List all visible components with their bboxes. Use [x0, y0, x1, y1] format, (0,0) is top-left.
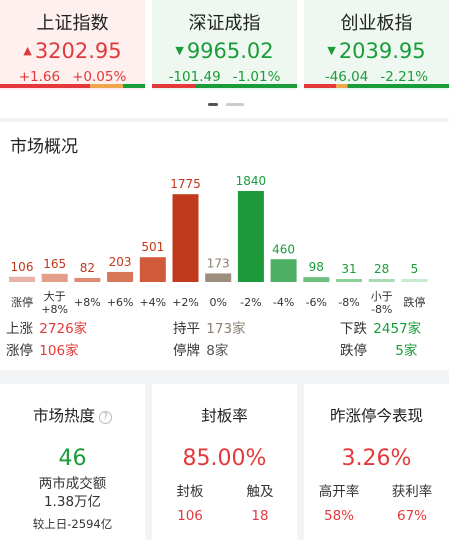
bar-value-label: 82	[80, 261, 95, 275]
index-change: -101.49 -1.01%	[168, 69, 281, 85]
category-label: +2%	[172, 296, 199, 309]
distribution-chart: 106 165 82 203 501 1775 173 1840 460 98 31 28 5	[9, 174, 428, 282]
index-color-bar	[152, 84, 297, 88]
bar-0	[9, 276, 35, 282]
high-open-stat: 高开率 58%	[318, 484, 360, 524]
bar-value-label: 1775	[170, 177, 201, 191]
card-title: 市场热度?	[0, 404, 145, 426]
category-label: 小于 -8%	[370, 290, 393, 316]
bar-value-label: 165	[43, 257, 66, 271]
bar-1	[41, 273, 68, 282]
category-label: -6%	[305, 296, 327, 309]
bar-5	[172, 194, 199, 282]
bar-value-label: 31	[341, 262, 356, 276]
page-indicator	[208, 103, 245, 122]
help-icon[interactable]: ?	[99, 411, 112, 424]
index-name: 上证指数	[36, 13, 109, 34]
category-label: -8%	[338, 296, 360, 309]
bar-value-label: 173	[207, 256, 230, 270]
category-label: +6%	[106, 296, 134, 309]
turnover-label: 两市成交额	[38, 476, 107, 492]
bar-7	[237, 191, 264, 282]
seal-rate-card[interactable]: 封板率 85.00% 封板 106 触及 18	[152, 384, 297, 540]
section-title: 市场概况	[10, 137, 78, 157]
turnover-value: 1.38万亿	[43, 494, 102, 510]
stat-limit-up: 涨停 106家	[6, 343, 79, 359]
bar-8	[270, 259, 297, 282]
page-dot-active	[208, 103, 218, 106]
yesterday-limit-up-card[interactable]: 昨涨停今表现 3.26% 高开率 58% 获利率 67%	[304, 384, 449, 540]
bar-11	[368, 279, 395, 282]
bar-2	[74, 277, 101, 282]
bar-value-label: 460	[272, 242, 295, 256]
index-value: ▼ 2039.95	[327, 39, 426, 63]
index-strip: 上证指数 ▲ 3202.95 +1.66 +0.05% 深证成指 ▼ 9965.02 …	[0, 0, 449, 118]
bar-value-label: 203	[109, 255, 132, 269]
bar-value-label: 106	[11, 260, 34, 274]
category-label: 0%	[209, 296, 227, 309]
bar-10	[336, 279, 362, 282]
category-label: 跌停	[403, 296, 426, 309]
bar-4	[139, 257, 166, 282]
turnover-compare: 较上日-2594亿	[32, 517, 113, 531]
stat-limit-down: 跌停 5家	[340, 343, 418, 359]
category-label: 涨停	[11, 296, 33, 309]
stat-flat: 持平 173家	[173, 321, 246, 337]
index-name: 创业板指	[340, 13, 413, 34]
page-dot	[226, 103, 245, 106]
card-title: 昨涨停今表现	[329, 407, 423, 425]
stat-suspended: 停牌 8家	[173, 343, 229, 359]
bar-value-label: 28	[374, 262, 389, 276]
index-color-bar	[304, 84, 449, 88]
heat-value: 46	[58, 446, 87, 471]
category-label: -2%	[240, 296, 262, 309]
index-value: ▲ 3202.95	[23, 39, 122, 63]
index-card-chinext[interactable]: 创业板指 ▼ 2039.95 -46.04 -2.21%	[304, 0, 449, 90]
bar-value-label: 1840	[236, 174, 267, 188]
bar-3	[107, 271, 134, 282]
bar-6	[205, 273, 232, 282]
bar-value-label: 98	[309, 260, 324, 274]
touched-stat: 触及 18	[246, 484, 274, 524]
card-title: 封板率	[201, 407, 248, 425]
bar-value-label: 5	[411, 262, 419, 276]
category-label: -4%	[272, 296, 295, 309]
bar-value-label: 501	[141, 240, 164, 254]
stat-rise: 上涨 2726家	[6, 321, 88, 337]
index-card-shanghai[interactable]: 上证指数 ▲ 3202.95 +1.66 +0.05%	[0, 0, 145, 90]
stat-fall: 下跌 2457家	[340, 321, 422, 337]
category-label: 大于 +8%	[41, 290, 69, 316]
category-label: +4%	[139, 296, 167, 309]
bar-12	[401, 279, 428, 282]
bar-9	[303, 277, 330, 282]
profit-rate-stat: 获利率 67%	[391, 484, 433, 524]
yesterday-value: 3.26%	[341, 446, 412, 471]
index-change: +1.66 +0.05%	[18, 69, 127, 85]
category-label: +8%	[74, 296, 101, 309]
index-color-bar	[0, 84, 145, 88]
index-value: ▼ 9965.02	[175, 39, 274, 63]
index-name: 深证成指	[188, 13, 261, 34]
seal-rate-value: 85.00%	[182, 446, 267, 471]
market-heat-card[interactable]: 市场热度? 46 两市成交额 1.38万亿 较上日-2594亿	[0, 384, 145, 540]
index-change: -46.04 -2.21%	[324, 69, 429, 85]
down-arrow-icon: ▼	[175, 44, 184, 57]
down-arrow-icon: ▼	[327, 44, 336, 57]
up-arrow-icon: ▲	[23, 44, 32, 57]
sealed-stat: 封板 106	[176, 484, 204, 524]
index-card-shenzhen[interactable]: 深证成指 ▼ 9965.02 -101.49 -1.01%	[152, 0, 297, 90]
market-overview-panel: 市场概况 106 165 82 203 501 1775 173 1840 460 98 31 28 5…	[0, 122, 449, 370]
